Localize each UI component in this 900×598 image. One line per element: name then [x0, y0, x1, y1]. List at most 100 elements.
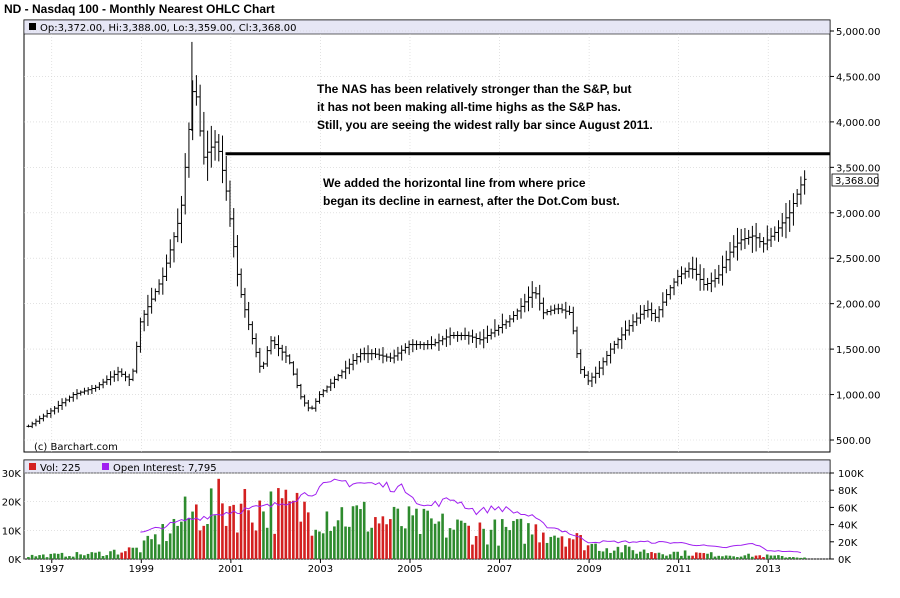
annotation-line: We added the horizontal line from where …: [323, 176, 586, 190]
volume-bar: [486, 544, 489, 559]
volume-bar: [765, 554, 769, 559]
volume-bar: [295, 492, 299, 559]
annotation-line: began its decline in earnest, after the …: [323, 194, 620, 208]
oi-tick-label: 0K: [838, 555, 851, 566]
volume-bar: [780, 555, 784, 559]
volume-bar: [482, 528, 485, 559]
volume-bar: [86, 553, 90, 559]
volume-bar: [542, 532, 545, 559]
volume-bar: [64, 556, 67, 559]
price-tick-label: 4,000.00: [836, 118, 881, 129]
volume-bar: [736, 557, 739, 559]
volume-bar: [624, 545, 627, 559]
volume-bar: [792, 557, 795, 559]
volume-bar: [456, 519, 459, 559]
volume-bar: [448, 528, 452, 559]
x-tick-label: 2011: [666, 564, 691, 575]
volume-bar: [799, 557, 803, 559]
volume-bar: [366, 531, 370, 559]
volume-bar: [153, 534, 157, 559]
volume-bar: [426, 510, 429, 559]
volume-bar: [273, 533, 276, 559]
volume-tick-label: 30K: [2, 469, 22, 480]
volume-bar: [695, 552, 698, 559]
price-tick-label: 2,500.00: [836, 254, 881, 265]
volume-bar: [762, 557, 765, 559]
volume-bar: [583, 550, 586, 559]
volume-bar: [433, 523, 437, 559]
volume-bar: [795, 557, 799, 559]
volume-bar: [161, 524, 165, 559]
volume-bar: [280, 498, 284, 559]
oi-tick-label: 60K: [838, 503, 858, 514]
volume-bar: [150, 539, 153, 559]
volume-bar: [788, 557, 791, 559]
volume-bar: [616, 546, 620, 559]
volume-bar: [232, 504, 235, 559]
volume-bar: [333, 526, 336, 559]
volume-bar: [236, 532, 239, 559]
volume-bar: [493, 519, 497, 559]
volume-bar: [269, 491, 273, 559]
x-tick-label: 2003: [308, 564, 333, 575]
volume-bar: [691, 555, 694, 559]
volume-bar: [362, 501, 366, 559]
volume-bar: [739, 556, 743, 559]
volume-bar: [609, 552, 612, 559]
volume-bar: [709, 552, 713, 559]
volume-bar: [202, 525, 206, 559]
volume-bar: [463, 522, 467, 559]
volume-bar: [754, 555, 758, 559]
open-interest-line: [140, 478, 802, 554]
volume-bar: [79, 554, 82, 559]
vol-legend-swatch: [29, 463, 36, 470]
volume-bar: [407, 506, 411, 559]
volume-bar: [683, 550, 687, 559]
oi-tick-label: 40K: [838, 521, 858, 532]
vol-legend: Vol: 225: [40, 463, 81, 474]
volume-bar: [657, 552, 661, 559]
volume-bar: [474, 536, 478, 559]
volume-bar: [120, 552, 123, 559]
volume-tick-label: 20K: [2, 498, 22, 509]
volume-bar: [646, 553, 650, 559]
volume-bar: [221, 503, 224, 559]
volume-bar: [743, 555, 747, 559]
volume-bar: [258, 500, 262, 559]
volume-bar: [299, 521, 303, 559]
volume-bar: [452, 529, 456, 559]
volume-bar: [549, 536, 553, 559]
volume-bar: [620, 552, 623, 559]
volume-bar: [71, 556, 75, 559]
volume-bar: [777, 555, 780, 559]
volume-bar: [142, 540, 146, 559]
oi-legend: Open Interest: 7,795: [113, 463, 217, 474]
volume-bar: [284, 489, 288, 559]
volume-bar: [180, 521, 183, 559]
volume-bar: [53, 553, 56, 559]
annotation-top: The NAS has been relatively stronger tha…: [317, 80, 653, 134]
volume-bar: [504, 526, 508, 559]
volume-bar: [538, 542, 541, 559]
volume-bar: [165, 541, 168, 559]
volume-bar: [83, 555, 86, 559]
volume-bars: [27, 478, 806, 559]
volume-bar: [239, 503, 243, 559]
volume-bar: [191, 511, 194, 559]
volume-bar: [68, 556, 71, 559]
price-tick-label: 3,000.00: [836, 209, 881, 220]
volume-bar: [459, 520, 463, 559]
volume-bar: [612, 550, 616, 559]
volume-bar: [650, 552, 653, 559]
volume-bar: [534, 524, 538, 559]
volume-bar: [680, 555, 683, 559]
volume-bar: [702, 553, 706, 559]
volume-bar: [206, 524, 209, 559]
x-tick-label: 2007: [487, 564, 512, 575]
volume-bar: [172, 518, 176, 559]
oi-tick-label: 100K: [838, 469, 864, 480]
volume-bar: [467, 525, 470, 559]
volume-bar: [131, 547, 135, 559]
volume-bar: [45, 557, 49, 559]
volume-bar: [575, 533, 579, 559]
